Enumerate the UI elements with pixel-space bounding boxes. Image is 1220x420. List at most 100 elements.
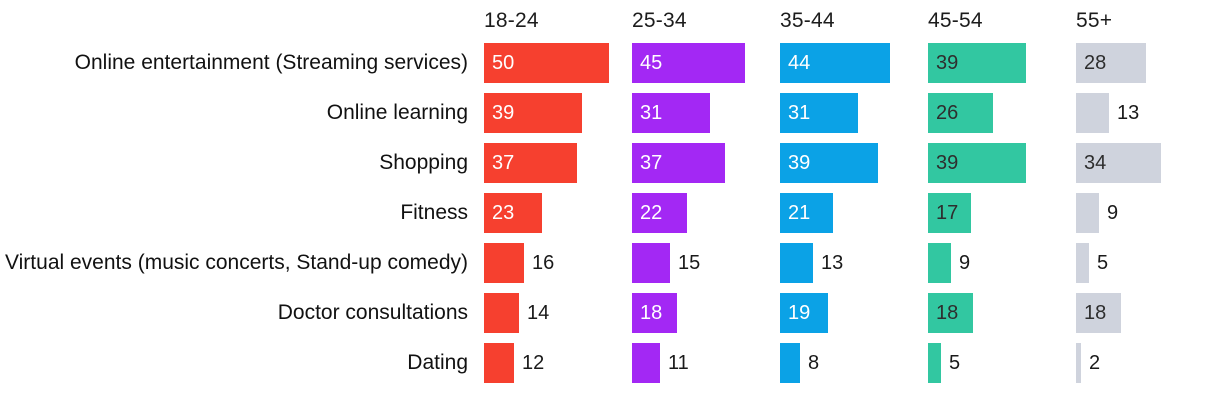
bar-value: 39 — [936, 152, 959, 174]
chart-row: Dating 12 11 8 5 2 — [0, 338, 1220, 388]
bar — [484, 343, 514, 383]
bar: 50 — [484, 43, 609, 83]
column-header: 45-54 — [928, 9, 983, 32]
bar: 31 — [632, 93, 710, 133]
bar: 39 — [928, 43, 1026, 83]
bar-value: 5 — [949, 352, 961, 374]
bar — [484, 243, 524, 283]
bar-cell: 22 — [624, 193, 772, 233]
bar-value: 15 — [678, 252, 701, 274]
bar: 37 — [632, 143, 725, 183]
bar: 44 — [780, 43, 890, 83]
bar-value: 11 — [668, 352, 689, 374]
bar-cell: 12 — [476, 343, 624, 383]
bar-cell: 16 — [476, 243, 624, 283]
category-label: Shopping — [379, 151, 468, 174]
bar-value: 31 — [640, 102, 663, 124]
bar-value: 34 — [1084, 152, 1107, 174]
bar — [1076, 193, 1099, 233]
bar-cell: 19 — [772, 293, 920, 333]
category-label: Dating — [407, 351, 468, 374]
bar — [484, 293, 519, 333]
bar-cell: 17 — [920, 193, 1068, 233]
bar-cell: 5 — [920, 343, 1068, 383]
bar-cell: 39 — [920, 43, 1068, 83]
category-label: Doctor consultations — [277, 301, 468, 324]
chart-rows: Online entertainment (Streaming services… — [0, 38, 1220, 388]
bar-cell: 13 — [1068, 93, 1216, 133]
column-header: 25-34 — [632, 9, 687, 32]
category-label: Virtual events (music concerts, Stand-up… — [5, 251, 468, 274]
bar-value: 18 — [1084, 302, 1107, 324]
bar: 19 — [780, 293, 828, 333]
bar: 39 — [780, 143, 878, 183]
bar-cell: 34 — [1068, 143, 1216, 183]
bar-cell: 45 — [624, 43, 772, 83]
bar: 39 — [484, 93, 582, 133]
bar-cell: 44 — [772, 43, 920, 83]
bar-value: 5 — [1097, 252, 1109, 274]
bar-value: 37 — [640, 152, 663, 174]
bar-value: 13 — [821, 252, 844, 274]
chart-row: Shopping 37 37 39 39 34 — [0, 138, 1220, 188]
bar-cell: 14 — [476, 293, 624, 333]
bar: 18 — [632, 293, 677, 333]
category-label: Fitness — [400, 201, 468, 224]
bar-value: 22 — [640, 202, 663, 224]
bar-value: 18 — [936, 302, 959, 324]
bar-cell: 39 — [476, 93, 624, 133]
bar: 18 — [928, 293, 973, 333]
bar-value: 12 — [522, 352, 545, 374]
bar-value: 50 — [492, 52, 515, 74]
bar: 21 — [780, 193, 833, 233]
bar: 34 — [1076, 143, 1161, 183]
bar-cell: 21 — [772, 193, 920, 233]
bar-cell: 23 — [476, 193, 624, 233]
bar-value: 8 — [808, 352, 820, 374]
chart-row: Online entertainment (Streaming services… — [0, 38, 1220, 88]
bar-value: 9 — [1107, 202, 1119, 224]
bar-cell: 8 — [772, 343, 920, 383]
bar-cell: 50 — [476, 43, 624, 83]
bar-cell: 31 — [624, 93, 772, 133]
bar: 17 — [928, 193, 971, 233]
bar — [928, 343, 941, 383]
bar-value: 19 — [788, 302, 811, 324]
column-header: 35-44 — [780, 9, 835, 32]
bar: 45 — [632, 43, 745, 83]
bar-cell: 28 — [1068, 43, 1216, 83]
bar-cell: 39 — [920, 143, 1068, 183]
bar: 37 — [484, 143, 577, 183]
bar-value: 21 — [788, 202, 811, 224]
bar-cell: 2 — [1068, 343, 1216, 383]
category-label: Online entertainment (Streaming services… — [74, 51, 468, 74]
bar-cell: 5 — [1068, 243, 1216, 283]
bar-value: 14 — [527, 302, 550, 324]
bar: 18 — [1076, 293, 1121, 333]
bar-cell: 15 — [624, 243, 772, 283]
bar-cell: 37 — [624, 143, 772, 183]
bar — [928, 243, 951, 283]
bar-cell: 39 — [772, 143, 920, 183]
bar-cell: 26 — [920, 93, 1068, 133]
bar: 31 — [780, 93, 858, 133]
bar — [1076, 93, 1109, 133]
bar-cell: 18 — [920, 293, 1068, 333]
bar: 23 — [484, 193, 542, 233]
category-label: Online learning — [326, 101, 468, 124]
bar-value: 31 — [788, 102, 811, 124]
bar: 39 — [928, 143, 1026, 183]
bar — [632, 243, 670, 283]
chart-row: Online learning 39 31 31 26 13 — [0, 88, 1220, 138]
bar-value: 17 — [936, 202, 959, 224]
chart-row: Doctor consultations 14 18 19 18 18 — [0, 288, 1220, 338]
bar-value: 39 — [788, 152, 811, 174]
bar — [780, 243, 813, 283]
bar-cell: 18 — [624, 293, 772, 333]
bar-value: 26 — [936, 102, 959, 124]
bar-value: 37 — [492, 152, 515, 174]
column-header: 55+ — [1076, 9, 1113, 32]
chart-row: Virtual events (music concerts, Stand-up… — [0, 238, 1220, 288]
bar-value: 13 — [1117, 102, 1140, 124]
